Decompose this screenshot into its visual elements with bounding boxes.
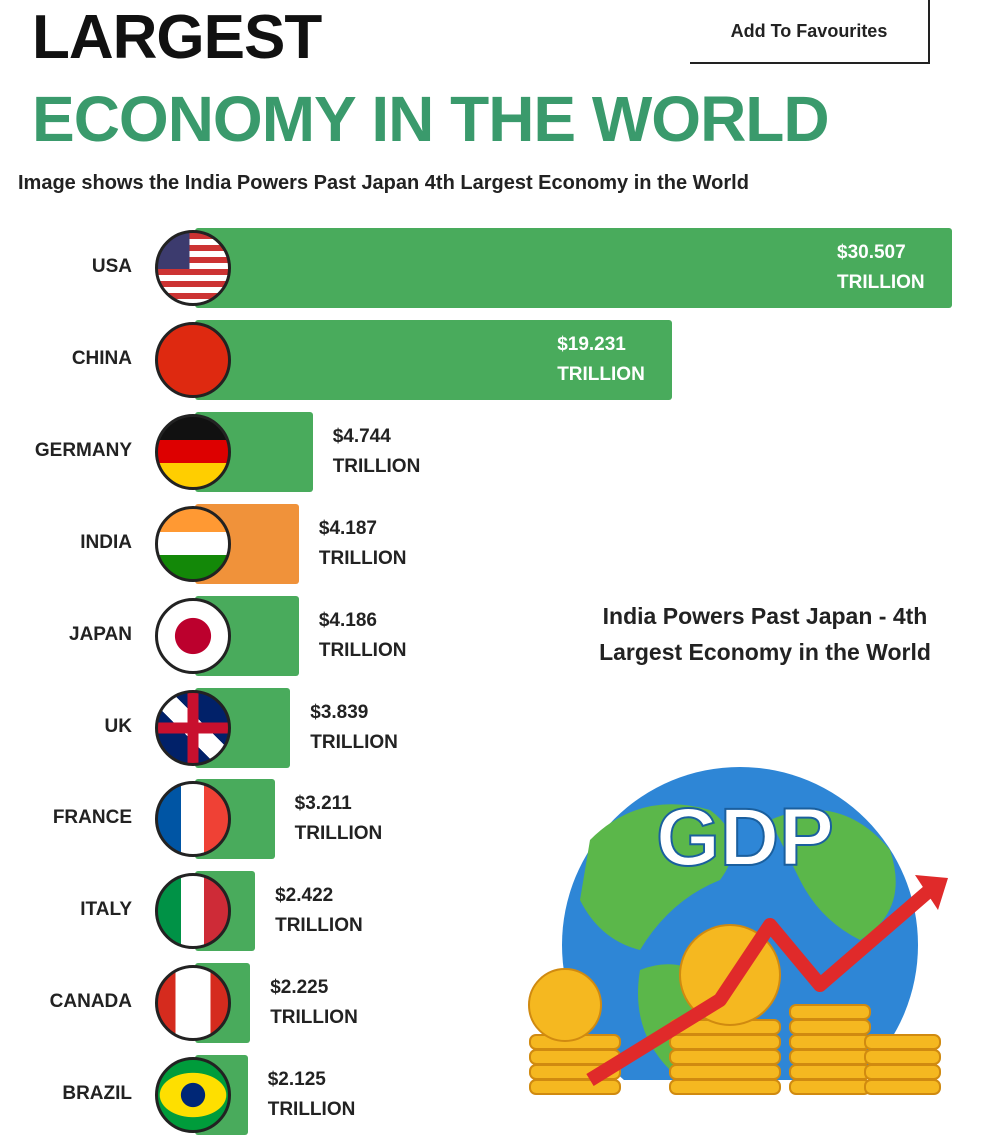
flag [155,505,231,582]
value-label: $3.211 TRILLION [294,793,383,845]
flag [155,781,231,858]
title-line: ECONOMY IN THE WORLD [32,83,830,155]
flag [155,965,231,1042]
category-label: USA [91,256,132,277]
category-label: JAPAN [69,623,132,645]
value-label: $2.422 TRILLION [275,885,363,937]
bar [195,319,673,400]
flag [155,873,231,950]
category-label: CANADA [49,991,132,1013]
value-label: $2.125 TRILLION [267,1069,356,1121]
value-label: $3.839 TRILLION [310,701,398,753]
illustration-text: GDP [656,792,834,883]
value-label: $2.225 TRILLION [270,977,358,1029]
value-label: $4.187 TRILLION [318,517,407,569]
flag [155,413,231,490]
gdp-illustration: GDP [528,767,948,1095]
flag [155,1057,231,1134]
subtitle: Image shows the India Powers Past Japan … [18,172,749,194]
value-label: $4.186 TRILLION [318,609,407,661]
title-line: LARGEST [32,3,322,72]
category-label: CHINA [71,347,132,369]
flag [155,230,231,306]
flag [155,689,231,766]
value-label: $30.507 TRILLION [837,242,925,293]
value-label: $19.231 TRILLION [557,333,645,385]
flag [155,597,231,674]
annotation: India Powers Past Japan - 4th Largest Ec… [599,603,931,665]
flag [155,321,231,398]
category-label: BRAZIL [62,1083,132,1105]
category-label: FRANCE [52,807,132,829]
value-label: $4.744 TRILLION [332,425,421,477]
category-label: UK [104,715,132,737]
bar [195,228,952,308]
category-label: INDIA [80,531,132,553]
category-label: ITALY [80,899,132,921]
category-label: GERMANY [34,439,132,461]
favourites-button[interactable]: Add To Favourites [690,0,930,64]
